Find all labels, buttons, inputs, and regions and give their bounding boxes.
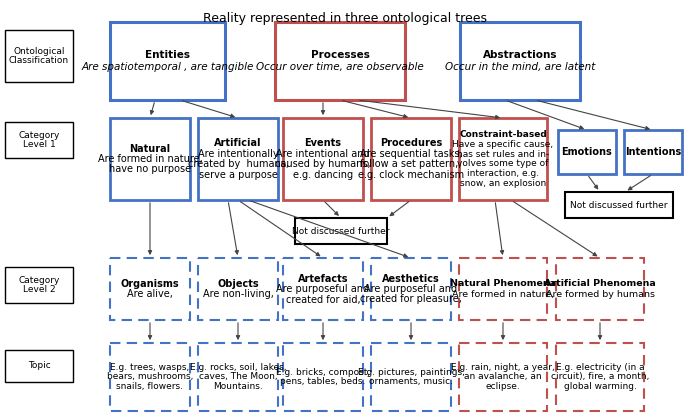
Text: E.g. electricity (in a: E.g. electricity (in a xyxy=(555,363,644,372)
Bar xyxy=(459,258,547,320)
Text: Organisms: Organisms xyxy=(121,279,179,289)
Text: ornaments, music.: ornaments, music. xyxy=(369,378,453,386)
Text: Occur in the mind, are latent: Occur in the mind, are latent xyxy=(445,62,595,72)
Text: caves, The Moon,: caves, The Moon, xyxy=(199,373,277,381)
Bar xyxy=(5,350,73,382)
Bar xyxy=(558,130,616,174)
Bar xyxy=(283,343,363,411)
Text: an avalanche, an: an avalanche, an xyxy=(464,373,542,381)
Bar xyxy=(198,343,278,411)
Text: E.g. trees, wasps,: E.g. trees, wasps, xyxy=(110,363,190,372)
Text: Artificial Phenomena: Artificial Phenomena xyxy=(544,279,656,289)
Text: Natural Phenomena: Natural Phenomena xyxy=(450,279,556,289)
Bar xyxy=(556,258,644,320)
Text: Are formed in nature,: Are formed in nature, xyxy=(97,154,202,164)
Bar xyxy=(198,258,278,320)
Text: Natural: Natural xyxy=(130,144,170,153)
Bar xyxy=(371,258,451,320)
Text: volves some type of: volves some type of xyxy=(457,159,549,168)
Text: circuit), fire, a month,: circuit), fire, a month, xyxy=(551,373,649,381)
Text: has set rules and in-: has set rules and in- xyxy=(457,150,549,159)
Text: Processes: Processes xyxy=(310,50,369,60)
Text: bears, mushrooms,: bears, mushrooms, xyxy=(107,373,193,381)
Bar xyxy=(5,122,73,158)
Text: Occur over time, are observable: Occur over time, are observable xyxy=(256,62,424,72)
Text: Intentions: Intentions xyxy=(625,147,681,157)
Text: Category: Category xyxy=(19,131,60,139)
Text: Are formed in nature,: Are formed in nature, xyxy=(452,290,554,299)
Text: Are intentional and: Are intentional and xyxy=(276,149,370,159)
Text: created for aid,: created for aid, xyxy=(286,294,360,304)
Text: Level 1: Level 1 xyxy=(23,140,55,150)
Text: Are alive,: Are alive, xyxy=(127,289,173,299)
Text: E.g. bricks, compost,: E.g. bricks, compost, xyxy=(276,368,370,377)
Bar xyxy=(198,118,278,200)
Text: Not discussed further: Not discussed further xyxy=(570,200,668,210)
Text: Objects: Objects xyxy=(217,279,259,289)
Text: Topic: Topic xyxy=(28,362,50,370)
Text: e.g. dancing: e.g. dancing xyxy=(293,170,353,180)
Text: snails, flowers.: snails, flowers. xyxy=(117,382,184,391)
Bar xyxy=(556,343,644,411)
Text: eclipse.: eclipse. xyxy=(486,382,520,391)
Text: serve a purpose: serve a purpose xyxy=(199,170,277,180)
Text: interaction, e.g.: interaction, e.g. xyxy=(467,169,539,178)
Text: Are purposeful and: Are purposeful and xyxy=(364,284,457,294)
Text: Mountains.: Mountains. xyxy=(213,382,263,391)
Text: Abstractions: Abstractions xyxy=(483,50,558,60)
Text: Are formed by humans: Are formed by humans xyxy=(546,290,655,299)
Bar xyxy=(110,22,225,100)
Bar xyxy=(565,192,673,218)
Text: E.g. rain, night, a year,: E.g. rain, night, a year, xyxy=(451,363,555,372)
Text: E.g. rocks, soil, lakes,: E.g. rocks, soil, lakes, xyxy=(190,363,286,372)
Text: created by  humans,: created by humans, xyxy=(188,159,288,169)
Text: Not discussed further: Not discussed further xyxy=(293,226,390,236)
Bar xyxy=(283,118,363,200)
Text: Artificial: Artificial xyxy=(215,138,262,148)
Bar xyxy=(624,130,682,174)
Text: Are intentionally: Are intentionally xyxy=(198,149,278,159)
Text: Are purposeful and: Are purposeful and xyxy=(277,284,370,294)
Text: pens, tables, beds.: pens, tables, beds. xyxy=(280,378,366,386)
Text: Category: Category xyxy=(19,276,60,285)
Bar xyxy=(371,343,451,411)
Text: Aesthetics: Aesthetics xyxy=(382,273,440,284)
Bar xyxy=(5,30,73,82)
Bar xyxy=(275,22,405,100)
Bar xyxy=(110,343,190,411)
Text: Reality represented in three ontological trees: Reality represented in three ontological… xyxy=(203,12,487,25)
Bar xyxy=(110,118,190,200)
Bar xyxy=(460,22,580,100)
Text: have no purpose: have no purpose xyxy=(109,165,191,174)
Bar xyxy=(283,258,363,320)
Text: created for pleasure,: created for pleasure, xyxy=(360,294,462,304)
Text: Entities: Entities xyxy=(145,50,190,60)
Text: Emotions: Emotions xyxy=(562,147,613,157)
Text: Are sequential tasks,: Are sequential tasks, xyxy=(359,149,462,159)
Bar xyxy=(295,218,387,244)
Bar xyxy=(459,343,547,411)
Bar xyxy=(110,258,190,320)
Text: Are spatiotemporal , are tangible: Are spatiotemporal , are tangible xyxy=(81,62,254,72)
Text: Classification: Classification xyxy=(9,56,69,66)
Text: e.g. clock mechanism: e.g. clock mechanism xyxy=(358,170,464,180)
Text: Have a specific cause,: Have a specific cause, xyxy=(453,140,553,149)
Text: follow a set pattern,,: follow a set pattern,, xyxy=(360,159,462,169)
Text: Artefacts: Artefacts xyxy=(298,273,348,284)
Text: Procedures: Procedures xyxy=(380,138,442,148)
Text: Ontological: Ontological xyxy=(13,47,65,55)
Text: Events: Events xyxy=(304,138,342,148)
Text: global warming.: global warming. xyxy=(564,382,636,391)
Text: E.g. pictures, paintings,: E.g. pictures, paintings, xyxy=(357,368,464,377)
Text: caused by humans,: caused by humans, xyxy=(275,159,371,169)
Text: Level 2: Level 2 xyxy=(23,285,55,294)
Text: Constraint-based: Constraint-based xyxy=(459,130,547,139)
Bar xyxy=(371,118,451,200)
Bar xyxy=(5,267,73,303)
Bar xyxy=(459,118,547,200)
Text: snow, an explosion: snow, an explosion xyxy=(460,179,546,188)
Text: Are non-living,: Are non-living, xyxy=(203,289,273,299)
